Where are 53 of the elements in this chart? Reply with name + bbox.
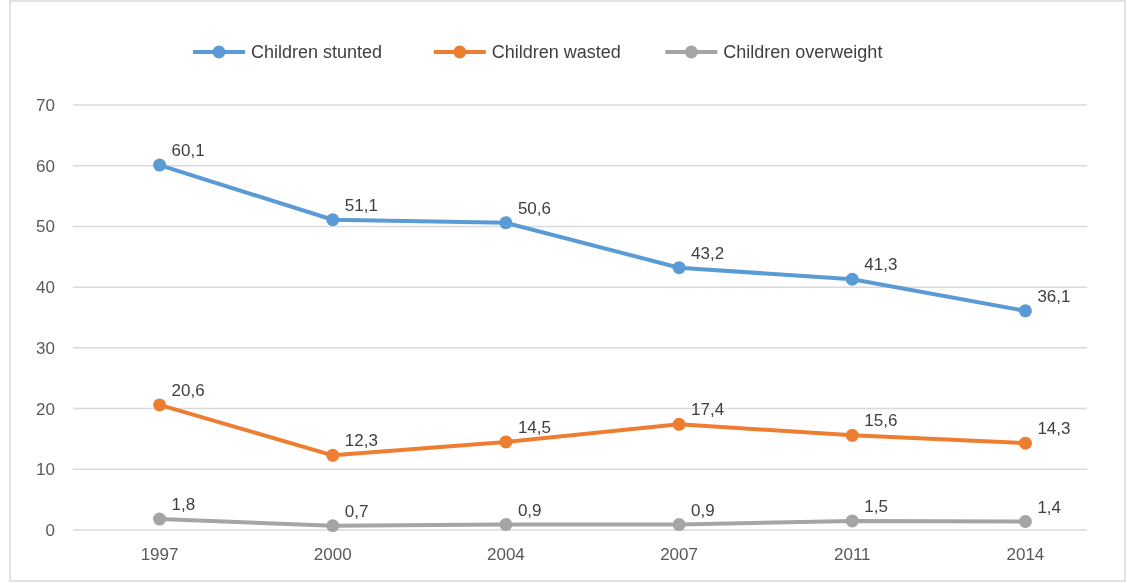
data-label: 15,6 — [864, 411, 898, 431]
point — [326, 519, 340, 533]
data-label: 20,6 — [171, 380, 205, 400]
data-label: 1,4 — [1037, 497, 1062, 517]
point — [153, 512, 167, 526]
y-tick-label: 10 — [36, 460, 55, 480]
point — [845, 514, 859, 528]
data-label: 60,1 — [171, 141, 205, 161]
y-tick-label: 20 — [36, 399, 55, 419]
point — [326, 448, 340, 462]
point — [499, 435, 513, 449]
data-label: 0,7 — [344, 501, 369, 521]
point — [499, 518, 513, 532]
x-tick-label: 2004 — [487, 545, 525, 564]
y-tick-label: 0 — [45, 520, 55, 540]
x-tick-label: 2011 — [833, 545, 871, 564]
data-label: 14,3 — [1037, 419, 1071, 439]
x-tick-label: 1997 — [140, 545, 179, 564]
point — [845, 272, 859, 286]
point — [499, 216, 513, 230]
point — [1018, 436, 1032, 450]
legend-label: Children overweight — [723, 42, 883, 63]
point — [672, 518, 686, 532]
data-label: 14,5 — [517, 417, 552, 437]
y-tick-label: 50 — [36, 217, 55, 237]
point — [1018, 304, 1032, 318]
y-tick-label: 30 — [36, 338, 55, 358]
data-label: 0,9 — [517, 500, 542, 520]
legend-label: Children wasted — [491, 42, 621, 63]
data-label: 43,2 — [691, 243, 725, 263]
x-tick-label: 2014 — [1006, 545, 1045, 564]
data-label: 1,8 — [171, 495, 196, 515]
point — [672, 261, 686, 275]
point — [153, 158, 167, 172]
y-tick-label: 70 — [36, 95, 55, 115]
point — [326, 213, 340, 227]
data-label: 12,3 — [344, 431, 378, 451]
point — [1018, 515, 1032, 528]
x-tick-label: 2000 — [313, 545, 352, 564]
x-tick-label: 2007 — [660, 545, 698, 564]
data-label: 17,4 — [691, 400, 725, 420]
data-label: 36,1 — [1037, 286, 1071, 306]
legend-label: Children stunted — [251, 42, 383, 63]
y-tick-label: 40 — [36, 278, 55, 298]
point — [153, 398, 167, 412]
data-label: 41,3 — [864, 255, 898, 275]
data-label: 1,5 — [864, 496, 888, 516]
data-label: 50,6 — [517, 198, 552, 218]
data-label: 51,1 — [344, 195, 378, 215]
point — [845, 428, 859, 442]
data-label: 0,9 — [691, 500, 715, 520]
y-tick-label: 60 — [36, 156, 55, 176]
point — [672, 417, 686, 431]
